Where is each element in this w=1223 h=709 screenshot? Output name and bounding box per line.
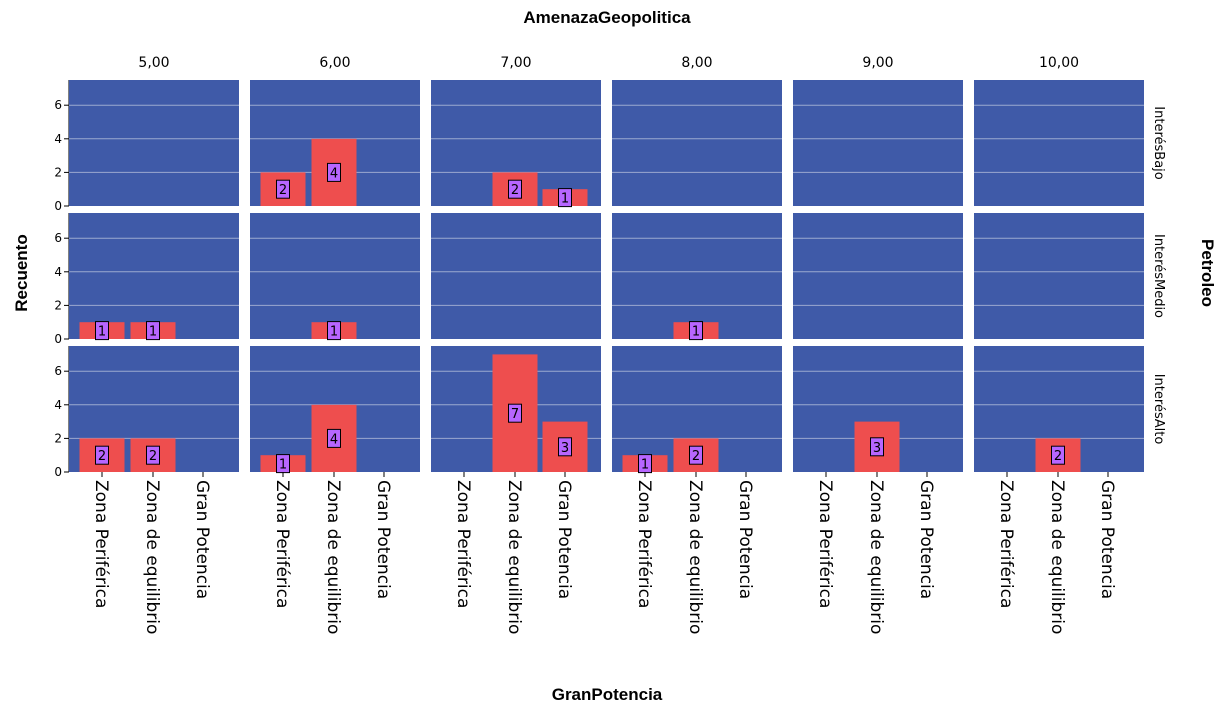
x-category-label: Zona Periférica [815, 480, 835, 608]
panels-group: 5,00 6,00 7,00 8,00 9,00 10,00 InterésBajo Inte… [54, 55, 1166, 634]
data-label: 1 [330, 325, 338, 340]
column-header-label: 10,00 [1039, 55, 1079, 71]
data-label: 7 [511, 407, 519, 422]
x-category-label: Zona Periférica [272, 480, 292, 608]
data-label: 1 [98, 325, 106, 340]
data-label: 2 [692, 449, 700, 464]
data-label: 2 [1054, 449, 1062, 464]
data-label: 3 [561, 441, 569, 456]
y-tick-label: 0 [54, 199, 62, 213]
right-axis-title: Petroleo [1198, 239, 1217, 307]
y-tick-label: 4 [54, 398, 62, 412]
data-label-box [95, 445, 109, 465]
y-tick-label: 4 [54, 265, 62, 279]
data-label: 4 [330, 432, 338, 447]
data-label-box [95, 321, 109, 341]
facet-panel-background [612, 213, 782, 339]
data-label-box [146, 445, 160, 465]
row-header-label: InterésMedio [1151, 234, 1166, 318]
x-category-label: Gran Potencia [373, 480, 393, 599]
data-label: 2 [98, 449, 106, 464]
y-tick-label: 2 [54, 165, 62, 179]
column-header-label: 5,00 [138, 55, 169, 71]
data-label-box [508, 403, 522, 423]
y-tick-label: 0 [54, 465, 62, 479]
y-tick-label: 6 [54, 231, 62, 245]
x-category-label: Zona de equilibrio [1047, 480, 1067, 634]
data-label: 2 [279, 183, 287, 198]
x-category-label: Zona de equilibrio [504, 480, 524, 634]
column-header-label: 6,00 [319, 55, 350, 71]
data-label-box [870, 437, 884, 457]
facet-panel-background [69, 80, 239, 206]
data-label: 1 [561, 192, 569, 207]
facet-panel-background [431, 213, 601, 339]
top-axis-title: AmenazaGeopolitica [523, 8, 691, 27]
data-label-box [1051, 445, 1065, 465]
facet-panel-background [250, 213, 420, 339]
x-category-label: Zona Periférica [996, 480, 1016, 608]
data-label-box [327, 428, 341, 448]
y-tick-label: 2 [54, 431, 62, 445]
data-label: 1 [641, 458, 649, 473]
x-category-label: Zona de equilibrio [142, 480, 162, 634]
facet-panel-background [69, 213, 239, 339]
x-category-label: Zona Periférica [91, 480, 111, 608]
data-label-box [276, 179, 290, 199]
data-label-box [327, 321, 341, 341]
data-label: 1 [692, 325, 700, 340]
row-header-label: InterésAlto [1151, 374, 1166, 445]
y-tick-label: 6 [54, 98, 62, 112]
x-category-label: Zona de equilibrio [323, 480, 343, 634]
column-header-label: 8,00 [681, 55, 712, 71]
y-tick-label: 2 [54, 298, 62, 312]
x-category-label: Zona de equilibrio [685, 480, 705, 634]
y-tick-label: 4 [54, 132, 62, 146]
data-label-box [558, 437, 572, 457]
y-tick-label: 6 [54, 364, 62, 378]
y-axis-title: Recuento [12, 234, 31, 311]
x-category-label: Gran Potencia [554, 480, 574, 599]
x-category-label: Gran Potencia [916, 480, 936, 599]
data-label-box [689, 321, 703, 341]
x-category-label: Zona Periférica [634, 480, 654, 608]
facet-panel-background [974, 80, 1144, 206]
x-axis-title: GranPotencia [552, 685, 663, 704]
facet-panel-background [974, 213, 1144, 339]
data-label-box [689, 445, 703, 465]
column-header-label: 7,00 [500, 55, 531, 71]
data-label: 2 [149, 449, 157, 464]
x-category-label: Zona de equilibrio [866, 480, 886, 634]
x-category-label: Gran Potencia [1097, 480, 1117, 599]
data-label: 3 [873, 441, 881, 456]
data-label-box [558, 188, 572, 208]
x-category-label: Gran Potencia [735, 480, 755, 599]
data-label-box [327, 162, 341, 182]
x-category-label: Gran Potencia [192, 480, 212, 599]
data-label: 4 [330, 166, 338, 181]
data-label: 2 [511, 183, 519, 198]
y-tick-label: 0 [54, 332, 62, 346]
x-category-label: Zona Periférica [453, 480, 473, 608]
data-label-box [508, 179, 522, 199]
facet-panel-background [612, 80, 782, 206]
row-header-label: InterésBajo [1151, 106, 1166, 179]
facet-panel-background [793, 213, 963, 339]
data-label: 1 [279, 458, 287, 473]
data-label-box [146, 321, 160, 341]
facet-panel-background [793, 80, 963, 206]
data-label: 1 [149, 325, 157, 340]
column-header-label: 9,00 [862, 55, 893, 71]
